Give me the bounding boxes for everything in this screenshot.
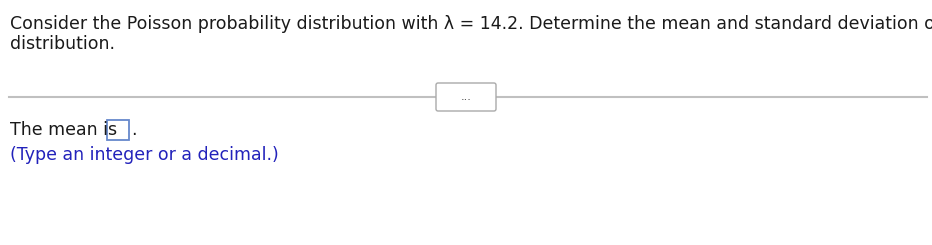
Text: ...: ...	[460, 92, 472, 102]
Text: The mean is: The mean is	[10, 121, 123, 139]
FancyBboxPatch shape	[107, 120, 129, 140]
Text: Consider the Poisson probability distribution with λ = 14.2. Determine the mean : Consider the Poisson probability distrib…	[10, 15, 932, 33]
Text: .: .	[131, 121, 136, 139]
Text: (Type an integer or a decimal.): (Type an integer or a decimal.)	[10, 146, 279, 164]
FancyBboxPatch shape	[436, 83, 496, 111]
Text: distribution.: distribution.	[10, 35, 115, 53]
